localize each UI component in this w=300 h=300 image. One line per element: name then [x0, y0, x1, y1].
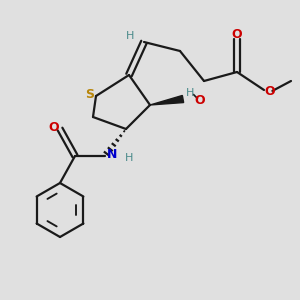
Text: O: O	[264, 85, 275, 98]
Text: H: H	[126, 31, 135, 41]
Text: O: O	[48, 121, 59, 134]
Text: S: S	[85, 88, 94, 101]
Text: O: O	[232, 28, 242, 41]
Polygon shape	[150, 95, 184, 105]
Text: O: O	[194, 94, 205, 107]
Text: H: H	[125, 153, 133, 164]
Text: H: H	[186, 88, 195, 98]
Text: N: N	[107, 148, 118, 161]
